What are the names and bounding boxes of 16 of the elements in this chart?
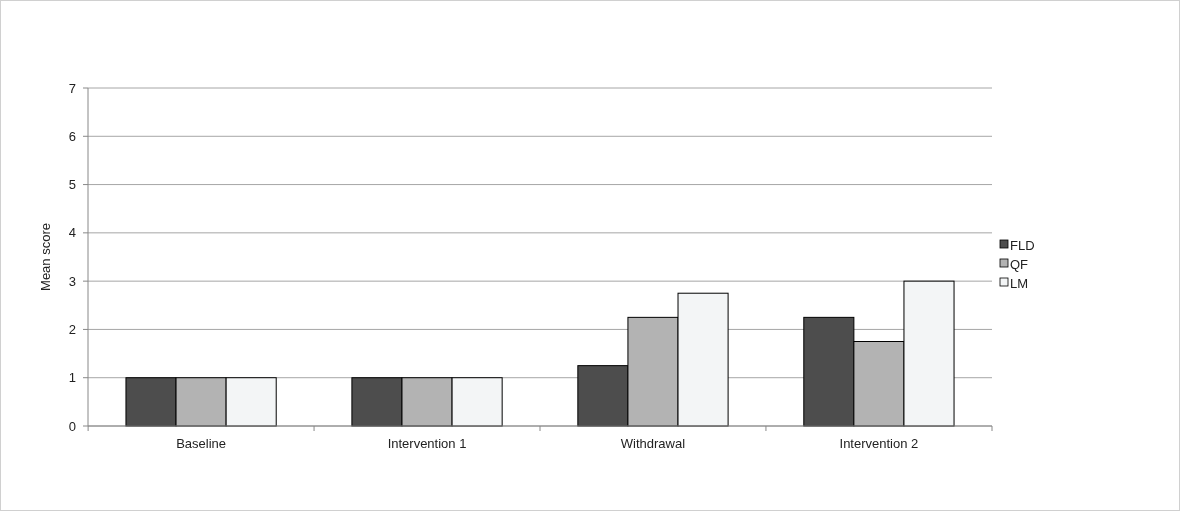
y-tick-label: 4 <box>68 225 76 241</box>
x-tick-label: Baseline <box>176 436 227 451</box>
x-tick-label: Intervention 2 <box>839 436 919 451</box>
y-tick-label: 6 <box>68 128 76 144</box>
x-tick-label: Intervention 1 <box>387 436 467 451</box>
y-tick-label: 5 <box>68 177 76 193</box>
legend-label: LM <box>1010 276 1029 291</box>
y-tick-label: 1 <box>68 370 76 386</box>
y-axis-title: Mean score <box>38 223 53 291</box>
y-tick-label: 2 <box>68 321 76 337</box>
x-tick-label: Withdrawal <box>620 436 686 451</box>
legend-label: QF <box>1010 257 1029 272</box>
y-tick-label: 0 <box>68 418 76 434</box>
legend-label: FLD <box>1010 238 1035 253</box>
y-tick-label: 3 <box>68 273 76 289</box>
y-tick-label: 7 <box>68 80 76 96</box>
